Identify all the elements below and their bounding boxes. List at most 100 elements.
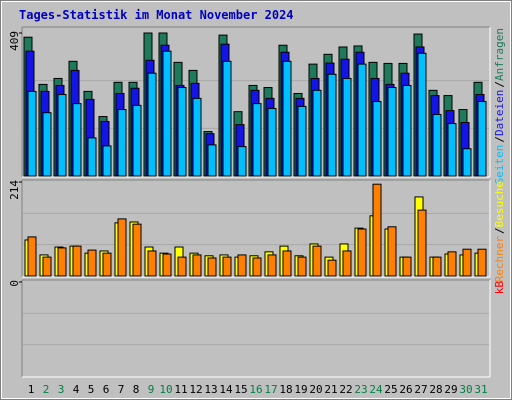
- bar: [252, 103, 262, 177]
- bar: [402, 256, 412, 277]
- bar: [267, 254, 277, 277]
- x-tick-label: 6: [103, 383, 110, 396]
- bar: [297, 256, 307, 277]
- bar: [417, 52, 427, 177]
- bar: [117, 109, 127, 177]
- x-tick-label: 29: [444, 383, 457, 396]
- bar: [387, 87, 397, 177]
- x-tick-label: 7: [118, 383, 125, 396]
- bar: [207, 257, 217, 277]
- x-tick-label: 13: [204, 383, 217, 396]
- legend: Seiten/Dateien/Anfragen: [493, 28, 506, 184]
- x-tick-label: 16: [249, 383, 262, 396]
- bar: [267, 108, 277, 177]
- legend-entry: Besuche: [493, 181, 506, 227]
- bar: [162, 253, 172, 277]
- bar: [327, 73, 337, 177]
- x-tick-label: 20: [309, 383, 322, 396]
- x-tick-label: 14: [219, 383, 233, 396]
- bar: [87, 249, 97, 277]
- chart-title: Tages-Statistik im Monat November 2024: [19, 8, 294, 22]
- legend: Rechner /Besuche: [493, 181, 506, 282]
- x-tick-label: 24: [369, 383, 383, 396]
- panel: [22, 280, 490, 377]
- bar: [387, 226, 397, 277]
- bar: [57, 94, 67, 177]
- x-tick-label: 31: [474, 383, 487, 396]
- bar: [357, 63, 367, 177]
- bar: [372, 101, 382, 177]
- x-tick-label: 12: [189, 383, 202, 396]
- legend-entry: Rechner: [493, 236, 506, 283]
- bar: [87, 137, 97, 177]
- bar: [72, 103, 82, 177]
- bar: [237, 146, 247, 177]
- bar: [72, 245, 82, 277]
- x-tick-label: 18: [279, 383, 292, 396]
- bar: [357, 228, 367, 277]
- y-tick-label: 0: [8, 280, 21, 287]
- bar: [192, 254, 202, 277]
- legend-separator: /: [493, 136, 506, 143]
- bar: [462, 248, 472, 277]
- x-tick-label: 11: [174, 383, 187, 396]
- bar: [177, 87, 187, 177]
- bar: [342, 77, 352, 177]
- bar: [417, 209, 427, 277]
- bar: [342, 250, 352, 277]
- bar: [312, 245, 322, 277]
- x-tick-label: 10: [159, 383, 172, 396]
- x-tick-label: 8: [133, 383, 140, 396]
- bar: [372, 183, 382, 277]
- bar: [162, 50, 172, 177]
- bar: [312, 89, 322, 177]
- bar: [192, 97, 202, 177]
- bar: [477, 248, 487, 277]
- bar: [477, 101, 487, 177]
- bar: [252, 257, 262, 277]
- y-tick-label: 409: [8, 31, 21, 51]
- bar: [222, 60, 232, 177]
- x-tick-label: 26: [399, 383, 412, 396]
- legend-separator: /: [493, 81, 506, 88]
- bar: [327, 259, 337, 277]
- bar: [447, 123, 457, 177]
- x-tick-label: 9: [148, 383, 155, 396]
- bar: [27, 90, 37, 177]
- bar: [177, 256, 187, 277]
- x-tick-label: 19: [294, 383, 307, 396]
- bar: [102, 252, 112, 277]
- bar: [432, 256, 442, 277]
- x-tick-label: 23: [354, 383, 367, 396]
- x-tick-label: 3: [58, 383, 65, 396]
- bar: [147, 250, 157, 277]
- bar: [432, 113, 442, 177]
- bar: [42, 256, 52, 277]
- legend-entry: kB: [493, 281, 506, 295]
- x-tick-label: 17: [264, 383, 277, 396]
- legend-entry: Dateien: [493, 90, 506, 136]
- bar: [132, 223, 142, 277]
- bar: [282, 60, 292, 177]
- bar: [102, 145, 112, 177]
- x-tick-label: 22: [339, 383, 352, 396]
- bar: [462, 148, 472, 177]
- x-tick-label: 4: [73, 383, 80, 396]
- bar: [132, 104, 142, 177]
- x-tick-label: 25: [384, 383, 397, 396]
- x-tick-label: 5: [88, 383, 95, 396]
- bar: [117, 218, 127, 277]
- x-tick-label: 28: [429, 383, 442, 396]
- bar: [402, 84, 412, 177]
- x-tick-label: 27: [414, 383, 427, 396]
- x-tick-label: 1: [28, 383, 35, 396]
- bar: [207, 144, 217, 177]
- bar: [42, 112, 52, 177]
- x-tick-label: 21: [324, 383, 337, 396]
- x-tick-label: 30: [459, 383, 472, 396]
- x-tick-label: 2: [43, 383, 50, 396]
- y-tick-label: 214: [8, 180, 21, 200]
- legend-entry: Seiten: [493, 145, 506, 185]
